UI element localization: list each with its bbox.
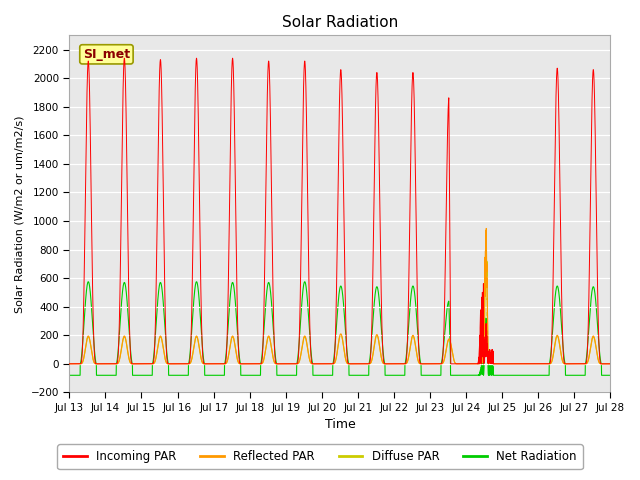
Text: SI_met: SI_met (83, 48, 130, 61)
X-axis label: Time: Time (324, 419, 355, 432)
Title: Solar Radiation: Solar Radiation (282, 15, 398, 30)
Legend: Incoming PAR, Reflected PAR, Diffuse PAR, Net Radiation: Incoming PAR, Reflected PAR, Diffuse PAR… (58, 444, 582, 469)
Y-axis label: Solar Radiation (W/m2 or um/m2/s): Solar Radiation (W/m2 or um/m2/s) (15, 115, 25, 312)
